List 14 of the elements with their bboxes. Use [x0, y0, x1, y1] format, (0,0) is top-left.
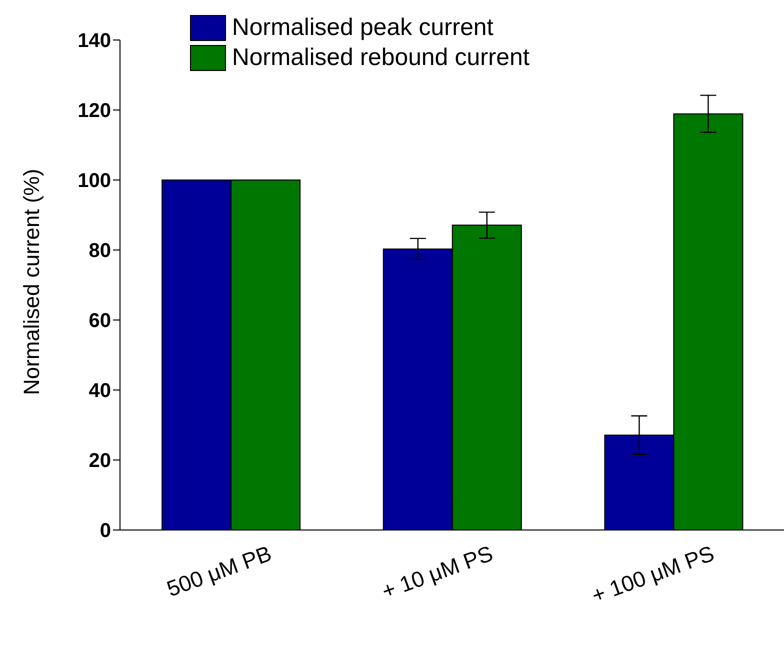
- legend-label: Normalised rebound current: [232, 44, 530, 72]
- y-tick-label: 20: [88, 450, 111, 472]
- y-tick-label: 0: [100, 520, 111, 542]
- y-tick-label: 140: [78, 30, 111, 52]
- x-tick-label: + 100 μM PS: [588, 540, 718, 608]
- y-tick-label: 120: [78, 100, 111, 122]
- y-tick-label: 60: [88, 310, 111, 332]
- y-tick-label: 100: [78, 170, 111, 192]
- x-tick-label: + 10 μM PS: [378, 540, 496, 604]
- y-tick-label: 80: [88, 240, 111, 262]
- legend-label: Normalised peak current: [232, 14, 494, 42]
- y-axis-title: Normalised current (%): [18, 168, 44, 395]
- x-tick-label: 500 μM PB: [164, 540, 275, 602]
- y-tick-label: 40: [88, 380, 111, 402]
